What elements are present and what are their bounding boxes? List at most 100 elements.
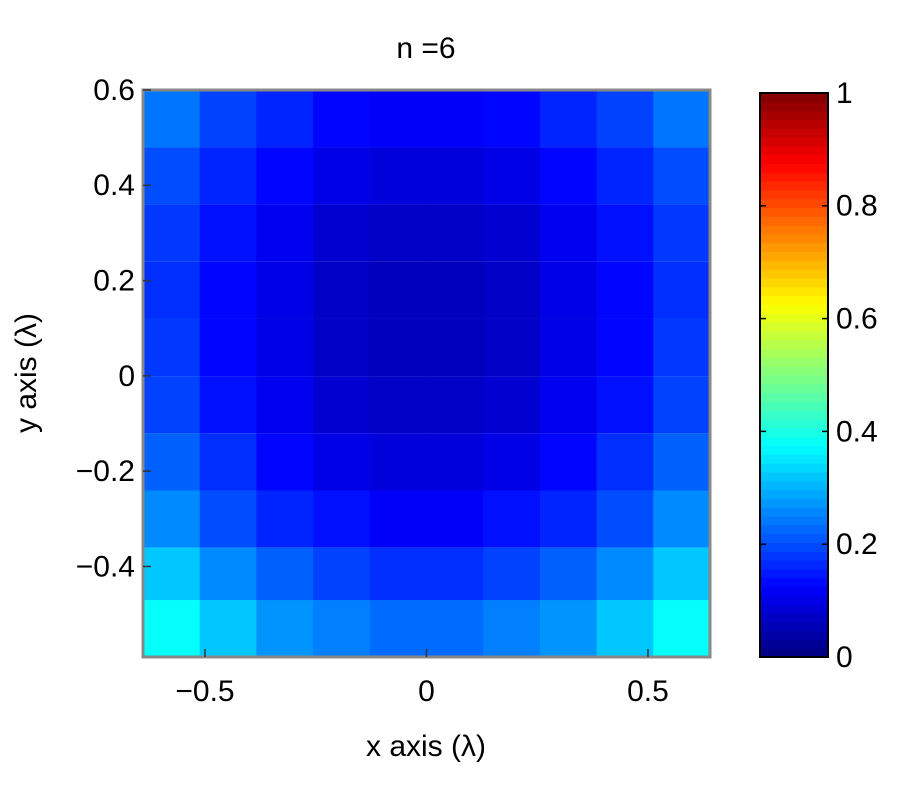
colorbar-tick-label: 0.8 [836, 190, 878, 223]
colorbar-tick-label: 0 [836, 641, 853, 674]
heatmap-cell [539, 600, 598, 658]
heatmap-cell [256, 376, 314, 434]
colorbar-swatch [760, 533, 828, 543]
heatmap-cell [369, 433, 427, 491]
colorbar-swatch [760, 551, 828, 561]
heatmap-cell [313, 433, 371, 491]
heatmap-cell [369, 147, 427, 205]
heatmap-cell [143, 433, 201, 491]
colorbar-swatch [760, 251, 828, 261]
heatmap-cell [369, 547, 427, 605]
colorbar-swatch [760, 375, 828, 385]
colorbar-swatch [760, 542, 828, 552]
colorbar-swatch [760, 110, 828, 120]
heatmap-cell [143, 318, 201, 377]
heatmap-cell [369, 318, 427, 377]
heatmap-cell [596, 547, 654, 605]
heatmap-cell [313, 376, 371, 434]
colorbar-swatch [760, 119, 828, 129]
heatmap-cell [539, 261, 598, 319]
heatmap-cell [426, 318, 484, 377]
heatmap-cell [483, 147, 541, 205]
heatmap-cell [539, 433, 598, 491]
heatmap-cell [199, 261, 257, 319]
colorbar-swatch [760, 383, 828, 394]
heatmap-cell [313, 490, 371, 548]
colorbar-swatch [760, 568, 828, 579]
heatmap-cell [313, 600, 371, 658]
heatmap-cell [596, 433, 654, 491]
colorbar-swatch [760, 471, 828, 482]
colorbar-swatch [760, 516, 828, 526]
heatmap-cell [596, 147, 654, 205]
colorbar-swatch [760, 480, 828, 491]
heatmap-cell [426, 147, 484, 205]
y-tick-label: −0.4 [76, 550, 135, 583]
heatmap-cell [539, 90, 598, 148]
heatmap-cell [426, 600, 484, 658]
heatmap-cell [596, 204, 654, 262]
heatmap-cell [483, 204, 541, 262]
heatmap-cell [653, 490, 711, 548]
heatmap-cell [256, 261, 314, 319]
heatmap-cell [143, 600, 201, 658]
colorbar-swatch [760, 410, 828, 420]
heatmap-cell [483, 433, 541, 491]
heatmap-cell [313, 147, 371, 205]
colorbar-swatch [760, 278, 828, 288]
colorbar-swatch [760, 145, 828, 156]
heatmap-cell [199, 90, 257, 148]
y-tick-label: 0.2 [93, 265, 135, 298]
heatmap-cell [596, 318, 654, 377]
heatmap-cell [653, 376, 711, 434]
heatmap-cell [596, 90, 654, 148]
colorbar-swatch [760, 454, 828, 464]
heatmap-cell [256, 433, 314, 491]
heatmap-cell [483, 376, 541, 434]
heatmap-cell [256, 204, 314, 262]
heatmap-cell [313, 547, 371, 605]
colorbar-swatch [760, 242, 828, 253]
heatmap-cell [143, 204, 201, 262]
colorbar-swatch [760, 639, 828, 649]
colorbar-swatch [760, 419, 828, 429]
heatmap-cell [369, 600, 427, 658]
heatmap-cell [313, 261, 371, 319]
colorbar-swatch [760, 181, 828, 191]
heatmap-cell [596, 490, 654, 548]
heatmap-cell [483, 490, 541, 548]
x-tick-label: 0 [418, 675, 435, 708]
colorbar-swatch [760, 225, 828, 235]
colorbar-swatch [760, 101, 828, 112]
x-tick-label: −0.5 [175, 675, 234, 708]
colorbar-swatch [760, 392, 828, 402]
heatmap-cell [256, 318, 314, 377]
colorbar-swatch [760, 313, 828, 323]
colorbar-swatch [760, 93, 828, 103]
heatmap-cell [256, 600, 314, 658]
colorbar-swatch [760, 401, 828, 411]
colorbar-swatch [760, 286, 828, 297]
heatmap-cell [539, 547, 598, 605]
colorbar-swatch [760, 577, 828, 587]
heatmap-cell [256, 547, 314, 605]
heatmap-cell [143, 261, 201, 319]
colorbar-swatch [760, 339, 828, 350]
heatmap-cell [483, 318, 541, 377]
colorbar-swatch [760, 427, 828, 438]
colorbar-frame [759, 92, 829, 658]
colorbar-swatch [760, 154, 828, 164]
heatmap-cell [539, 490, 598, 548]
colorbar-tick-label: 0.4 [836, 415, 878, 448]
heatmap-cell [256, 90, 314, 148]
colorbar-swatch [760, 648, 828, 658]
colorbar-swatch [760, 560, 828, 570]
heatmap-cell [369, 376, 427, 434]
heatmap-cell [143, 490, 201, 548]
heatmap-cell [426, 90, 484, 148]
colorbar-swatch [760, 463, 828, 473]
colorbar-swatch [760, 630, 828, 640]
heatmap-cell [426, 490, 484, 548]
heatmap-cell [596, 376, 654, 434]
heatmap-cell [483, 90, 541, 148]
